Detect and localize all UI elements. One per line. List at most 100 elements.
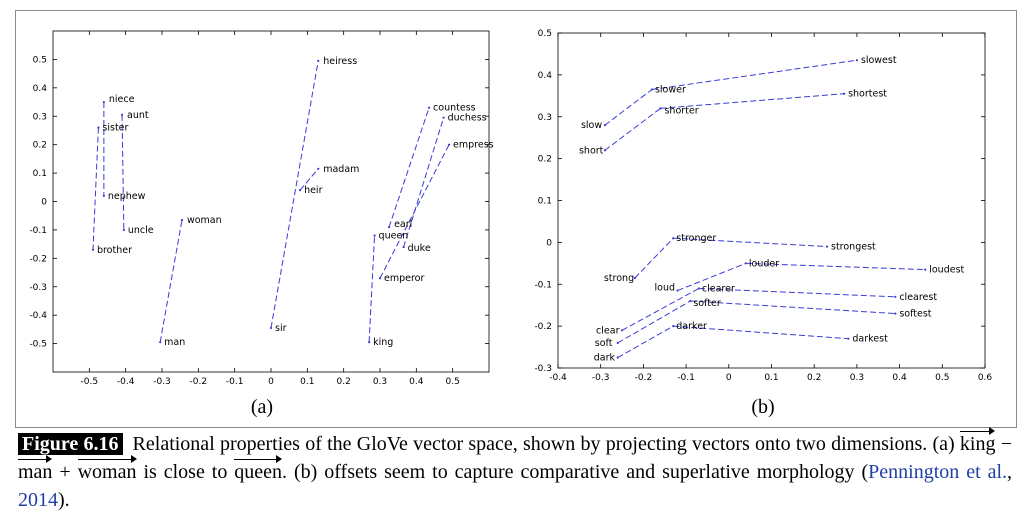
point-niece <box>102 100 105 104</box>
offset-line-duke-duchess <box>403 117 445 248</box>
citation-separator: , <box>1007 461 1013 483</box>
point-countess <box>427 106 431 109</box>
offset-line-sister-brother <box>92 127 99 250</box>
point-clear <box>620 329 624 332</box>
point-label-strongest: strongest <box>831 242 876 253</box>
x-tick-label: 0.4 <box>892 373 907 383</box>
y-tick-label: -0.3 <box>534 364 552 374</box>
x-tick-label: -0.1 <box>677 373 695 383</box>
x-tick-label: 0.1 <box>764 373 778 383</box>
offset-line-loud-louder <box>677 262 747 291</box>
point-shortest <box>842 92 846 95</box>
point-heir <box>298 189 302 192</box>
offset-line-darker-darkest <box>673 325 849 340</box>
panel-a: -0.5 -0.4 -0.3 -0.2 -0.1 0 0.1 0.2 0.3 0.4 0.5 0.5 0… <box>29 30 494 418</box>
x-tick-label: -0.4 <box>117 377 135 387</box>
point-madam <box>317 167 320 170</box>
vector-king: king <box>959 427 995 458</box>
y-tick-label: 0.5 <box>33 55 47 65</box>
y-tick-label: 0.2 <box>538 155 552 165</box>
point-label-king: king <box>373 337 393 348</box>
y-tick-label: 0.4 <box>33 84 48 94</box>
offset-line-slow-slower <box>604 89 653 126</box>
x-tick-label: 0.6 <box>978 373 993 383</box>
caption-text: . (b) offsets seem to capture comparativ… <box>282 461 869 483</box>
point-label-slowest: slowest <box>861 55 897 66</box>
point-label-sir: sir <box>275 323 287 334</box>
citation-year: 2014 <box>18 489 58 511</box>
point-label-dark: dark <box>594 353 616 364</box>
point-label-queen: queen <box>379 231 409 242</box>
offset-line-shorter-shortest <box>660 93 845 109</box>
y-tick-label: 0.1 <box>33 169 47 179</box>
point-label-clear: clear <box>596 325 620 336</box>
y-tick-label: 0.3 <box>33 112 47 122</box>
point-label-niece: niece <box>109 94 135 105</box>
offset-line-soft-softer <box>617 300 691 344</box>
point-darker <box>672 325 675 328</box>
point-dark <box>616 356 619 359</box>
offset-line-earl-countess <box>388 107 430 228</box>
offset-line-clearer-clearest <box>698 287 896 298</box>
panel-b: -0.4 -0.3 -0.2 -0.1 0 0.1 0.2 0.3 0.4 0.5 0.60.50.… <box>534 29 992 418</box>
offset-line-clear-clearer <box>621 287 700 331</box>
point-label-clearer: clearer <box>702 283 735 294</box>
point-strong <box>633 276 636 280</box>
y-tick-label: -0.1 <box>29 226 47 236</box>
point-stronger <box>672 237 675 240</box>
point-slow <box>603 124 607 127</box>
point-aunt <box>120 113 124 116</box>
y-tick-label: -0.4 <box>29 311 47 321</box>
figure-caption: Figure 6.16 Relational properties of the … <box>18 427 1013 514</box>
point-darkest <box>847 337 850 340</box>
point-earl <box>387 225 391 229</box>
point-shorter <box>659 107 662 110</box>
point-label-man: man <box>164 337 185 348</box>
point-label-nephew: nephew <box>108 191 146 202</box>
x-tick-label: -0.2 <box>635 373 653 383</box>
x-tick-label: -0.5 <box>81 377 99 387</box>
figure-charts: -0.5 -0.4 -0.3 -0.2 -0.1 0 0.1 0.2 0.3 0.4 0.50.50… <box>29 29 992 418</box>
point-label-sister: sister <box>102 123 128 134</box>
y-tick-label: -0.3 <box>29 283 47 293</box>
caption-text: Relational properties of the GloVe vecto… <box>132 433 960 455</box>
x-tick-label: -0.4 <box>549 373 567 383</box>
x-tick-label: 0 <box>268 377 274 387</box>
point-label-short: short <box>579 145 604 156</box>
x-tick-label: 0.5 <box>935 373 949 383</box>
offset-line-man-woman <box>159 219 183 343</box>
point-man <box>159 341 162 344</box>
x-tick-label: 0.2 <box>337 377 351 387</box>
point-slowest <box>855 59 859 62</box>
point-slower <box>650 88 654 91</box>
caption-operator: + <box>52 461 78 483</box>
figure-label: Figure 6.16 <box>18 433 123 455</box>
y-tick-label: 0.2 <box>33 141 47 151</box>
point-softer <box>689 299 692 303</box>
point-heiress <box>317 59 320 62</box>
x-tick-label: 0.3 <box>850 373 864 383</box>
figure-frame <box>15 10 1017 428</box>
point-strongest <box>825 245 829 248</box>
point-label-darkest: darkest <box>852 334 888 345</box>
x-tick-label: -0.2 <box>190 377 208 387</box>
offset-line-emperor-empress <box>379 144 450 279</box>
offset-line-heir-madam <box>299 168 319 191</box>
point-label-empress: empress <box>453 140 494 151</box>
subfigure-label: (a) <box>251 396 273 418</box>
point-label-softest: softest <box>899 309 931 320</box>
point-label-brother: brother <box>97 245 132 256</box>
point-king <box>368 341 371 344</box>
point-queen <box>373 234 376 237</box>
offset-line-short-shorter <box>604 107 661 151</box>
citation-link[interactable]: Pennington et al. <box>868 461 1007 483</box>
x-tick-label: 0.2 <box>807 373 821 383</box>
point-label-loud: loud <box>655 283 676 294</box>
point-label-softer: softer <box>693 298 721 309</box>
point-label-duke: duke <box>408 243 431 254</box>
point-short <box>603 149 607 152</box>
citation-year-link[interactable]: 2014 <box>18 489 58 511</box>
point-label-uncle: uncle <box>128 225 154 236</box>
point-label-slow: slow <box>581 120 602 131</box>
point-duke <box>402 245 405 249</box>
